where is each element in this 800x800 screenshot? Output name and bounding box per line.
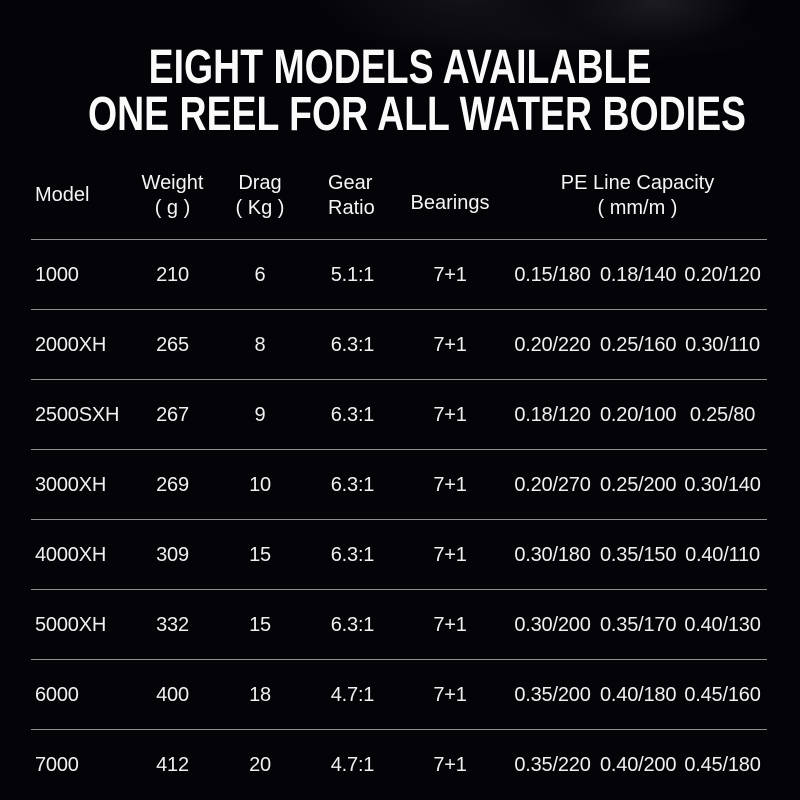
cell-pe-capacity-3: 0.30/110 [685,333,760,356]
title-line-2: ONE REEL FOR ALL WATER BODIES [88,88,747,141]
cell-pe-capacity-2: 0.20/100 [600,403,677,426]
table-row: 6000 400 18 4.7:1 7+1 0.35/200 0.40/180 … [0,660,800,730]
column-header-gear-ratio-line1: Gear [328,171,373,194]
cell-weight: 309 [156,543,189,566]
column-header-drag-label: Drag [238,171,282,194]
column-header-pe-line-capacity: PE Line Capacity ( mm/m ) [505,172,770,219]
cell-pe-capacity-3: 0.30/140 [684,473,761,496]
cell-pe-capacity-1: 0.20/220 [514,333,591,356]
column-header-drag-unit: ( Kg ) [235,196,285,219]
column-header-bearings: Bearings [410,191,490,214]
cell-pe-capacity-3: 0.25/80 [689,403,756,426]
cell-pe-capacity-2: 0.35/170 [600,613,677,636]
cell-bearings: 7+1 [433,543,467,566]
cell-bearings: 7+1 [433,613,467,636]
column-header-gear-ratio-line2: Ratio [328,196,375,219]
cell-pe-capacity-3: 0.45/180 [684,753,761,776]
column-header-drag: Drag ( Kg ) [210,172,310,219]
cell-pe-capacity-2: 0.40/200 [600,753,677,776]
spec-table: Model Weight ( g ) Drag ( Kg ) Gear Rati… [0,150,800,800]
cell-model: 7000 [35,753,79,776]
cell-model: 4000XH [35,543,107,566]
cell-pe-capacity-2: 0.25/200 [600,473,677,496]
cell-model: 2500SXH [35,403,120,426]
cell-gear-ratio: 6.3:1 [330,333,375,356]
cell-bearings: 7+1 [433,753,467,776]
page-title: EIGHT MODELS AVAILABLE ONE REEL FOR ALL … [0,0,800,141]
column-header-model: Model [35,183,90,206]
cell-weight: 332 [156,613,189,636]
cell-drag: 6 [254,263,266,286]
cell-weight: 267 [156,403,189,426]
table-row: 5000XH 332 15 6.3:1 7+1 0.30/200 0.35/17… [0,590,800,660]
cell-weight: 210 [156,263,189,286]
cell-bearings: 7+1 [433,473,467,496]
cell-bearings: 7+1 [433,683,467,706]
cell-pe-capacity-3: 0.45/160 [684,683,761,706]
cell-drag: 18 [249,683,271,706]
cell-weight: 269 [156,473,189,496]
cell-model: 1000 [35,263,79,286]
cell-pe-capacity-2: 0.35/150 [600,543,677,566]
cell-bearings: 7+1 [433,333,467,356]
cell-pe-capacity-1: 0.35/200 [514,683,591,706]
column-header-weight-label: Weight [141,171,204,194]
column-header-gear-ratio: Gear Ratio [310,172,395,219]
table-row: 1000 210 6 5.1:1 7+1 0.15/180 0.18/140 0… [0,240,800,310]
cell-drag: 15 [249,543,271,566]
cell-pe-capacity-1: 0.15/180 [514,263,591,286]
table-row: 3000XH 269 10 6.3:1 7+1 0.20/270 0.25/20… [0,450,800,520]
column-header-weight: Weight ( g ) [135,172,210,219]
cell-pe-capacity-3: 0.20/120 [684,263,761,286]
cell-gear-ratio: 4.7:1 [330,683,375,706]
column-header-pe-unit: ( mm/m ) [597,196,678,219]
cell-pe-capacity-2: 0.25/160 [600,333,677,356]
cell-gear-ratio: 6.3:1 [330,543,375,566]
column-header-weight-unit: ( g ) [154,196,191,219]
table-row: 7000 412 20 4.7:1 7+1 0.35/220 0.40/200 … [0,730,800,800]
cell-pe-capacity-1: 0.18/120 [514,403,591,426]
cell-pe-capacity-1: 0.30/200 [514,613,591,636]
cell-model: 3000XH [35,473,107,496]
cell-pe-capacity-3: 0.40/110 [685,543,760,566]
cell-pe-capacity-2: 0.40/180 [600,683,677,706]
cell-pe-capacity-1: 0.35/220 [514,753,591,776]
cell-gear-ratio: 4.7:1 [330,753,375,776]
cell-pe-capacity-2: 0.18/140 [600,263,677,286]
cell-model: 5000XH [35,613,107,636]
cell-model: 2000XH [35,333,107,356]
cell-drag: 8 [254,333,266,356]
cell-model: 6000 [35,683,79,706]
cell-weight: 400 [156,683,189,706]
cell-bearings: 7+1 [433,263,467,286]
cell-bearings: 7+1 [433,403,467,426]
title-line-1: EIGHT MODELS AVAILABLE [148,41,652,94]
cell-drag: 10 [249,473,271,496]
cell-gear-ratio: 5.1:1 [330,263,375,286]
cell-drag: 20 [249,753,271,776]
table-row: 4000XH 309 15 6.3:1 7+1 0.30/180 0.35/15… [0,520,800,590]
table-header-row: Model Weight ( g ) Drag ( Kg ) Gear Rati… [0,150,800,240]
cell-weight: 265 [156,333,189,356]
cell-gear-ratio: 6.3:1 [330,473,375,496]
cell-gear-ratio: 6.3:1 [330,613,375,636]
cell-weight: 412 [156,753,189,776]
column-header-pe-label: PE Line Capacity [560,171,715,194]
cell-drag: 15 [249,613,271,636]
cell-drag: 9 [254,403,266,426]
cell-pe-capacity-1: 0.30/180 [514,543,591,566]
cell-pe-capacity-1: 0.20/270 [514,473,591,496]
cell-pe-capacity-3: 0.40/130 [684,613,761,636]
cell-gear-ratio: 6.3:1 [330,403,375,426]
table-row: 2500SXH 267 9 6.3:1 7+1 0.18/120 0.20/10… [0,380,800,450]
table-row: 2000XH 265 8 6.3:1 7+1 0.20/220 0.25/160… [0,310,800,380]
